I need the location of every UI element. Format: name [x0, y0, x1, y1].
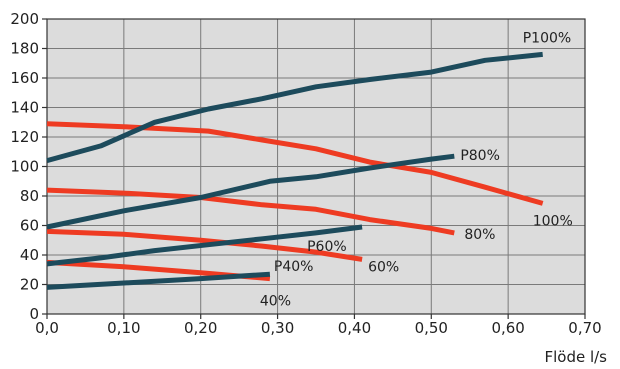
x-tick-label: 0,20	[184, 319, 217, 337]
x-tick-label: 0,60	[491, 319, 524, 337]
series-line-p60	[46, 224, 363, 267]
series-lines	[46, 51, 544, 290]
x-tick-label: 0,10	[107, 319, 140, 337]
axes	[42, 18, 586, 319]
y-tick-label: 140	[10, 99, 39, 117]
x-tick-labels: 0,0 0,10 0,20 0,30 0,40 0,50 0,60 0,70	[35, 319, 602, 337]
y-tick-label: 60	[20, 217, 39, 235]
y-tick-label: 100	[10, 158, 39, 176]
series-line-100	[46, 121, 544, 206]
series-label: 80%	[464, 227, 495, 243]
series-label: P60%	[307, 239, 347, 255]
series-line-p80	[46, 153, 455, 230]
y-tick-label: 20	[20, 276, 39, 294]
series-label: 40%	[260, 294, 291, 310]
y-tick-label: 80	[20, 187, 39, 205]
series-label: P100%	[523, 30, 571, 46]
series-line-p40	[46, 271, 271, 290]
series-label: 60%	[368, 259, 399, 275]
series-label: 100%	[533, 213, 573, 229]
series-labels: P100% P80% P60% P40% 100% 80% 60% 40%	[260, 30, 573, 309]
y-tick-label: 160	[10, 69, 39, 87]
series-line-p100	[46, 51, 543, 164]
y-tick-label: 200	[10, 10, 39, 28]
y-tick-label: 0	[29, 305, 39, 323]
y-tick-label: 120	[10, 128, 39, 146]
x-tick-label: 0,40	[338, 319, 371, 337]
x-tick-label: 0,50	[415, 319, 448, 337]
y-tick-label: 180	[10, 40, 39, 58]
x-tick-label: 0,70	[568, 319, 601, 337]
y-tick-labels: 0 20 40 60 80 100 120 140 160 180 200	[10, 10, 39, 323]
x-axis-label: Flöde l/s	[544, 348, 607, 366]
y-tick-label: 40	[20, 246, 39, 264]
series-line-80	[46, 187, 455, 236]
x-tick-label: 0,30	[261, 319, 294, 337]
series-label: P80%	[460, 148, 500, 164]
x-tick-label: 0,0	[35, 319, 59, 337]
series-label: P40%	[274, 259, 314, 275]
